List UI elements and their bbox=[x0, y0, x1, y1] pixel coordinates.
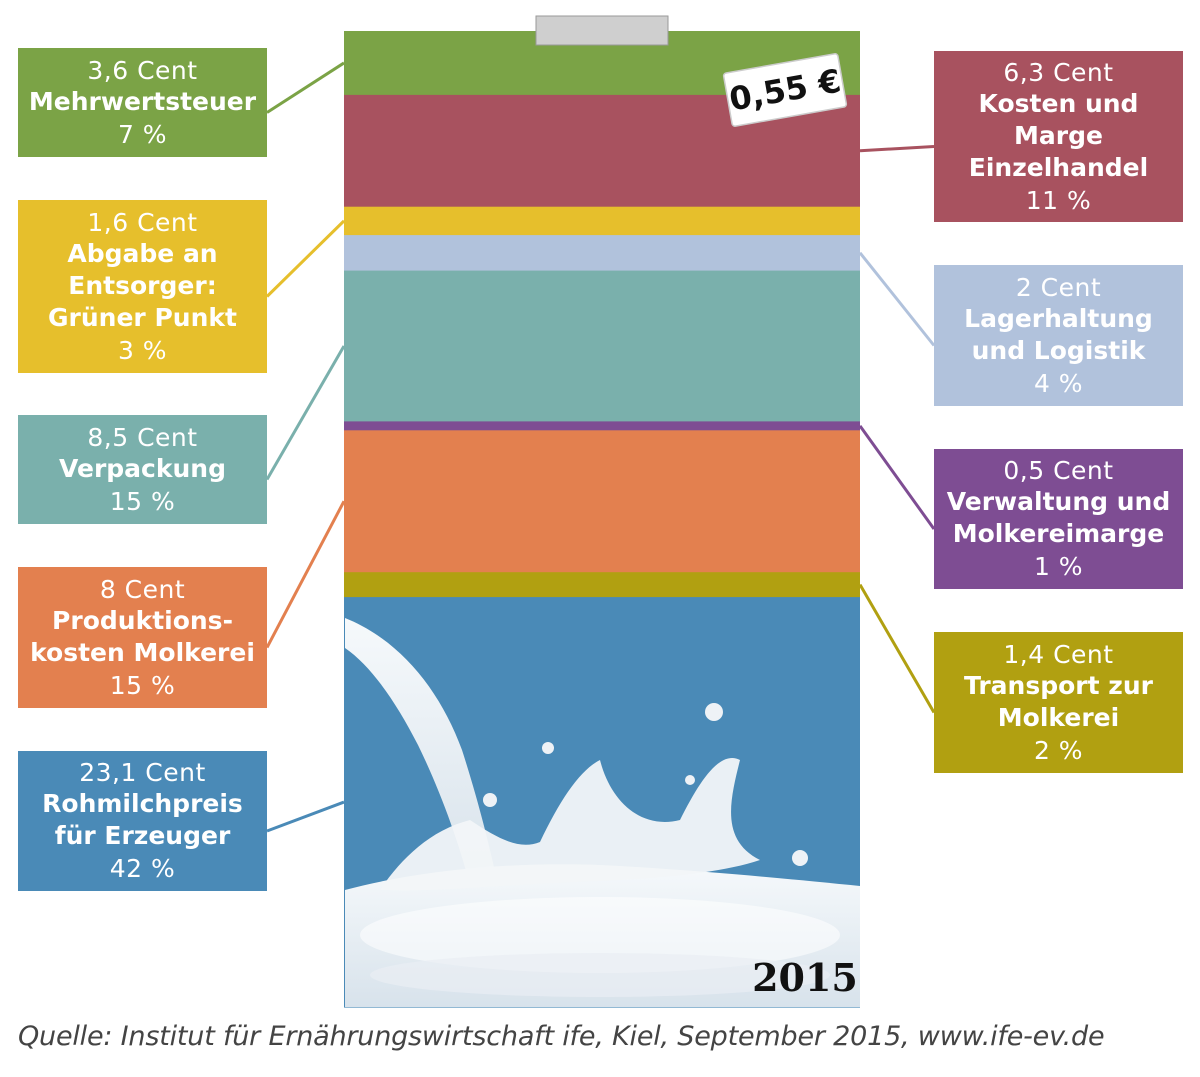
bar-segment-abgabe-an-entsorger-gr-ner-punkt bbox=[344, 206, 860, 236]
label-name: und Logistik bbox=[971, 335, 1146, 365]
label-name: Entsorger: bbox=[68, 270, 217, 300]
label-percent: 2 % bbox=[1033, 735, 1084, 765]
label-name: Lagerhaltung bbox=[964, 303, 1153, 333]
label-cent: 3,6 Cent bbox=[87, 55, 198, 85]
carton-segments bbox=[344, 31, 860, 1008]
bar-segment-verwaltung-und-molkereimarge bbox=[344, 421, 860, 431]
connector-line-mehrwertsteuer bbox=[266, 61, 345, 114]
label-name: Produktions- bbox=[52, 605, 233, 635]
carton-cap bbox=[535, 15, 669, 46]
label-box-mehrwertsteuer: 3,6 Cent Mehrwertsteuer 7 % bbox=[18, 48, 267, 157]
label-cent: 8 Cent bbox=[99, 574, 186, 604]
bar-segment-produktionskosten-molkerei bbox=[344, 430, 860, 573]
label-percent: 15 % bbox=[109, 670, 176, 700]
connector-line-lagerhaltung-und-logistik bbox=[858, 251, 936, 347]
connector-line-verpackung bbox=[265, 345, 346, 481]
label-percent: 42 % bbox=[109, 854, 176, 883]
label-cent: 1,6 Cent bbox=[87, 207, 198, 237]
label-name: Abgabe an bbox=[67, 238, 218, 268]
source-note: Quelle: Institut für Ernährungswirtschaf… bbox=[18, 1021, 1105, 1052]
milk-splash-image bbox=[345, 618, 860, 1007]
label-box-kosten-und-marge-einzelhandel: 6,3 Cent Kosten und Marge Einzelhandel 11 % bbox=[934, 51, 1183, 222]
label-box-lagerhaltung-und-logistik: 2 Cent Lagerhaltung und Logistik 4 % bbox=[934, 265, 1183, 406]
label-percent: 4 % bbox=[1033, 368, 1084, 398]
bar-segment-transport-zur-molkerei bbox=[344, 572, 860, 598]
label-percent: 11 % bbox=[1025, 185, 1092, 215]
label-name: Marge bbox=[1014, 120, 1103, 150]
label-box-verpackung: 8,5 Cent Verpackung 15 % bbox=[18, 415, 267, 524]
label-cent: 23,1 Cent bbox=[79, 758, 206, 787]
label-cent: 2 Cent bbox=[1015, 272, 1102, 302]
label-name: Molkerei bbox=[997, 702, 1120, 732]
connector-line-abgabe-an-entsorger-gr-ner-punkt bbox=[265, 219, 346, 298]
label-name: kosten Molkerei bbox=[30, 637, 255, 667]
label-cent: 6,3 Cent bbox=[1003, 57, 1114, 87]
label-cent: 0,5 Cent bbox=[1003, 456, 1114, 485]
label-percent: 3 % bbox=[117, 335, 168, 365]
label-box-produktionskosten-molkerei: 8 Cent Produktions-kosten Molkerei 15 % bbox=[18, 567, 267, 708]
connector-line-rohmilchpreis-f-r-erzeuger bbox=[266, 800, 345, 833]
label-cent: 1,4 Cent bbox=[1003, 639, 1114, 669]
label-box-verwaltung-und-molkereimarge: 0,5 Cent Verwaltung und Molkereimarge 1 % bbox=[934, 449, 1183, 589]
label-name: Einzelhandel bbox=[968, 152, 1149, 182]
year-label: 2015 bbox=[752, 955, 858, 1000]
label-name: Rohmilchpreis bbox=[42, 789, 243, 818]
label-percent: 7 % bbox=[117, 119, 168, 149]
label-box-rohmilchpreis-f-r-erzeuger: 23,1 Cent Rohmilchpreis für Erzeuger 42 % bbox=[18, 751, 267, 891]
label-percent: 15 % bbox=[109, 486, 176, 516]
price-tag: 0,55 € bbox=[722, 53, 848, 127]
connector-line-produktionskosten-molkerei bbox=[265, 500, 346, 649]
label-name: Kosten und bbox=[978, 88, 1139, 118]
label-box-transport-zur-molkerei: 1,4 Cent Transport zur Molkerei 2 % bbox=[934, 632, 1183, 773]
label-cent: 8,5 Cent bbox=[87, 422, 198, 452]
label-name: Mehrwertsteuer bbox=[28, 86, 257, 116]
label-name: Verpackung bbox=[59, 453, 226, 483]
label-name: für Erzeuger bbox=[54, 821, 231, 850]
connector-line-verwaltung-und-molkereimarge bbox=[858, 424, 936, 530]
label-name: Transport zur bbox=[964, 670, 1153, 700]
label-percent: 1 % bbox=[1033, 552, 1084, 581]
label-box-abgabe-an-entsorger-gr-ner-punkt: 1,6 Cent Abgabe an Entsorger: Grüner Punkt 3… bbox=[18, 200, 267, 373]
bar-segment-verpackung bbox=[344, 270, 860, 422]
connector-lines bbox=[265, 61, 936, 833]
connector-line-transport-zur-molkerei bbox=[858, 583, 936, 714]
label-name: Verwaltung und bbox=[946, 487, 1171, 516]
label-name: Molkereimarge bbox=[952, 519, 1165, 548]
bar-segment-lagerhaltung-und-logistik bbox=[344, 235, 860, 272]
label-name: Grüner Punkt bbox=[48, 302, 237, 332]
connector-line-kosten-und-marge-einzelhandel bbox=[859, 145, 935, 153]
